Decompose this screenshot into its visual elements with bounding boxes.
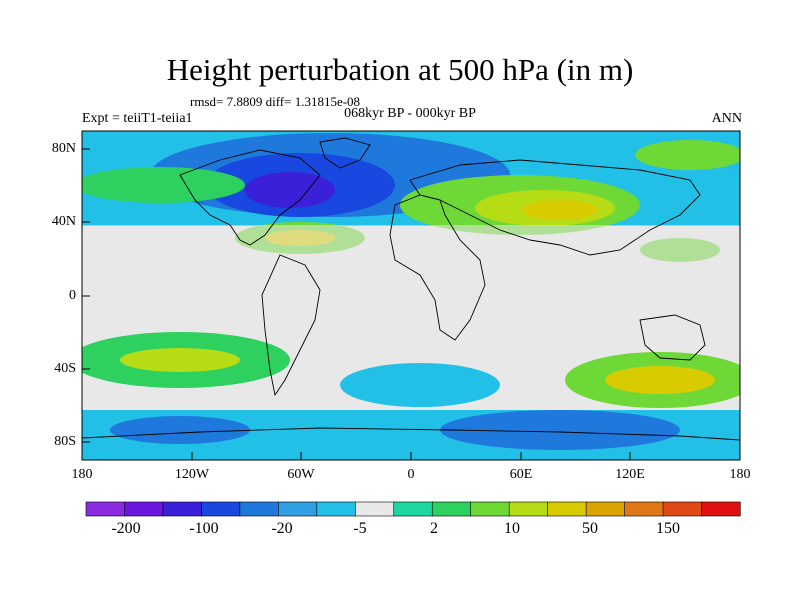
x-tick-label: 0 — [407, 467, 415, 482]
x-tick-label: 180 — [729, 467, 751, 482]
colorbar-swatch — [393, 501, 433, 517]
stats-text: rmsd= 7.8809 diff= 1.31815e-08 — [190, 94, 361, 109]
coast-africa — [389, 194, 486, 341]
field-tropical-fade — [82, 225, 740, 265]
period-label: 068kyr BP - 000kyr BP — [344, 106, 476, 121]
field-eurasia-high-center — [522, 200, 598, 220]
experiment-label: Expt = teiiT1-teiia1 — [82, 111, 193, 126]
colorbar-label: -20 — [271, 520, 293, 537]
field-nh-low-center — [245, 172, 335, 208]
y-tick-label: 0 — [69, 288, 76, 303]
field-antarctic-low-west — [110, 416, 250, 444]
coastlines — [82, 137, 740, 441]
field-arctic-high — [635, 140, 740, 170]
coast-south-america — [261, 254, 321, 397]
colorbar-label: -5 — [353, 520, 367, 537]
map-ticks — [81, 148, 741, 460]
colorbar-label: -100 — [189, 520, 219, 537]
colorbar — [85, 501, 741, 517]
colorbar-label: -200 — [111, 520, 141, 537]
colorbar-swatch — [85, 501, 126, 517]
colorbar-swatch — [316, 501, 356, 517]
map-field — [82, 131, 740, 460]
field-pacific-high — [82, 167, 245, 203]
coast-eurasia — [409, 159, 701, 256]
colorbar-swatch — [162, 501, 203, 517]
coast-greenland — [319, 137, 371, 169]
colorbar-swatch — [470, 501, 510, 517]
y-tick-label: 80N — [51, 141, 76, 156]
colorbar-label: 2 — [430, 520, 438, 537]
coast-australia — [639, 314, 706, 361]
colorbar-swatch — [201, 501, 241, 517]
field-sh-pacific-core — [120, 348, 240, 372]
colorbar-swatch — [354, 501, 395, 517]
coast-north-america — [179, 149, 321, 246]
colorbar-swatch — [239, 501, 279, 517]
colorbar-label: 150 — [656, 520, 680, 537]
x-tick-label: 120E — [615, 467, 645, 482]
y-tick-label: 40N — [51, 214, 76, 229]
colorbar-swatch — [508, 501, 549, 517]
field-sh-atlantic — [340, 363, 500, 407]
x-tick-label: 60E — [509, 467, 533, 482]
season-label: ANN — [711, 111, 742, 126]
x-tick-label: 60W — [287, 467, 315, 482]
x-tick-label: 180 — [71, 467, 93, 482]
coast-antarctica — [82, 427, 740, 441]
field-sh-indian-core — [605, 366, 715, 394]
y-tick-label: 80S — [54, 434, 76, 449]
colorbar-label: 50 — [582, 520, 598, 537]
colorbar-swatch — [124, 501, 164, 517]
plot-title: Height perturbation at 500 hPa (in m) — [166, 52, 634, 87]
colorbar-swatch — [624, 501, 664, 517]
colorbar-label: 10 — [504, 520, 520, 537]
colorbar-swatch — [662, 501, 703, 517]
colorbar-swatch — [585, 501, 626, 517]
y-tick-label: 40S — [54, 361, 76, 376]
colorbar-swatch — [547, 501, 587, 517]
colorbar-swatch — [278, 501, 318, 517]
colorbar-swatch — [701, 501, 741, 517]
colorbar-swatch — [431, 501, 472, 517]
x-tick-label: 120W — [174, 467, 210, 482]
field-antarctic-low — [440, 410, 680, 450]
